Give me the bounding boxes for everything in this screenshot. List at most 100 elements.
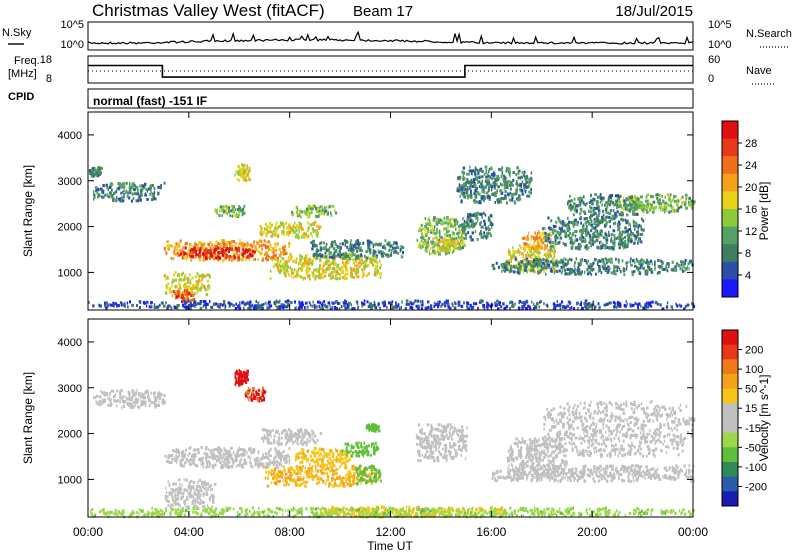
power-cell xyxy=(493,172,495,175)
power-cell xyxy=(584,299,588,303)
power-cell xyxy=(633,242,635,245)
power-cell xyxy=(365,250,368,254)
power-cell xyxy=(484,165,488,169)
power-cell xyxy=(557,241,560,245)
power-cell xyxy=(310,232,312,236)
power-cell xyxy=(668,210,671,214)
power-cell xyxy=(646,258,649,262)
power-cell xyxy=(208,274,211,278)
power-cell xyxy=(484,197,486,200)
power-cell xyxy=(539,261,541,264)
power-cell xyxy=(289,225,291,229)
power-cell xyxy=(361,268,364,272)
power-cell xyxy=(626,267,628,271)
power-cell xyxy=(562,305,565,309)
power-cell xyxy=(100,187,103,191)
power-cell xyxy=(428,222,431,225)
power-cell xyxy=(582,230,585,234)
power-cell xyxy=(609,301,612,305)
power-cell xyxy=(178,291,181,295)
power-cell xyxy=(553,229,557,233)
power-cell xyxy=(472,180,476,184)
power-cell xyxy=(619,236,622,240)
power-cell xyxy=(572,269,576,273)
power-cell xyxy=(510,193,514,197)
power-cell xyxy=(177,252,179,255)
power-cell xyxy=(547,259,549,263)
power-cell xyxy=(335,274,337,278)
power-cell xyxy=(568,236,571,240)
power-cell xyxy=(328,255,331,259)
power-cell xyxy=(681,195,684,199)
power-cell xyxy=(153,190,156,194)
power-cell xyxy=(289,252,292,256)
power-cell xyxy=(424,306,427,310)
power-cell xyxy=(618,196,621,200)
power-cell xyxy=(399,307,401,311)
power-cell xyxy=(504,194,507,198)
power-cell xyxy=(680,205,683,209)
velocity-data-layer xyxy=(90,369,696,519)
power-cell xyxy=(535,306,537,309)
power-cell xyxy=(165,291,168,295)
power-cell xyxy=(468,194,471,198)
power-cell xyxy=(183,285,185,288)
power-cell xyxy=(670,305,674,309)
power-cell xyxy=(572,232,575,236)
power-cell xyxy=(478,171,480,175)
power-cell xyxy=(519,244,521,248)
power-cell xyxy=(535,234,538,238)
power-cell xyxy=(612,217,615,221)
power-cell xyxy=(580,209,583,213)
power-cell xyxy=(587,259,589,263)
power-cell xyxy=(496,174,499,178)
power-cell xyxy=(618,226,621,230)
power-cell xyxy=(618,246,622,250)
power-cell xyxy=(317,270,320,274)
power-cell xyxy=(571,222,574,225)
power-cell xyxy=(480,175,484,179)
power-cell xyxy=(396,246,400,249)
power-cell xyxy=(513,254,515,258)
power-cell xyxy=(626,302,628,306)
power-cell xyxy=(279,221,282,225)
power-cell xyxy=(296,273,299,277)
power-cell xyxy=(533,264,536,268)
power-cell xyxy=(529,262,533,265)
power-cell xyxy=(466,223,469,227)
power-cell xyxy=(445,242,448,246)
power-cell xyxy=(357,307,359,311)
power-cell xyxy=(203,249,205,253)
power-cell xyxy=(573,307,576,310)
power-cell xyxy=(260,227,262,231)
power-cell xyxy=(288,231,292,234)
power-cell xyxy=(580,262,582,266)
velocity-cell xyxy=(251,465,254,469)
power-cell xyxy=(611,240,614,244)
power-cell xyxy=(269,227,271,230)
power-cell xyxy=(128,196,131,200)
power-cell xyxy=(532,302,535,306)
power-cell xyxy=(544,245,548,249)
power-cell xyxy=(597,195,600,199)
power-cell xyxy=(185,242,188,245)
power-cell xyxy=(607,265,610,269)
power-cell xyxy=(515,263,517,267)
power-cell xyxy=(267,255,271,259)
power-cell xyxy=(332,243,334,247)
power-cell xyxy=(336,265,339,269)
power-cell xyxy=(670,193,672,197)
power-cell xyxy=(146,304,148,308)
power-cell xyxy=(523,170,526,174)
power-cell xyxy=(491,177,493,181)
power-cell xyxy=(492,192,495,196)
power-cell xyxy=(440,305,442,308)
power-cell xyxy=(516,250,519,254)
velocity-cell xyxy=(143,396,147,400)
power-cell xyxy=(474,230,477,234)
power-cell xyxy=(594,193,597,196)
power-cell xyxy=(354,264,356,267)
power-cell xyxy=(591,226,594,230)
power-cell xyxy=(202,246,204,249)
